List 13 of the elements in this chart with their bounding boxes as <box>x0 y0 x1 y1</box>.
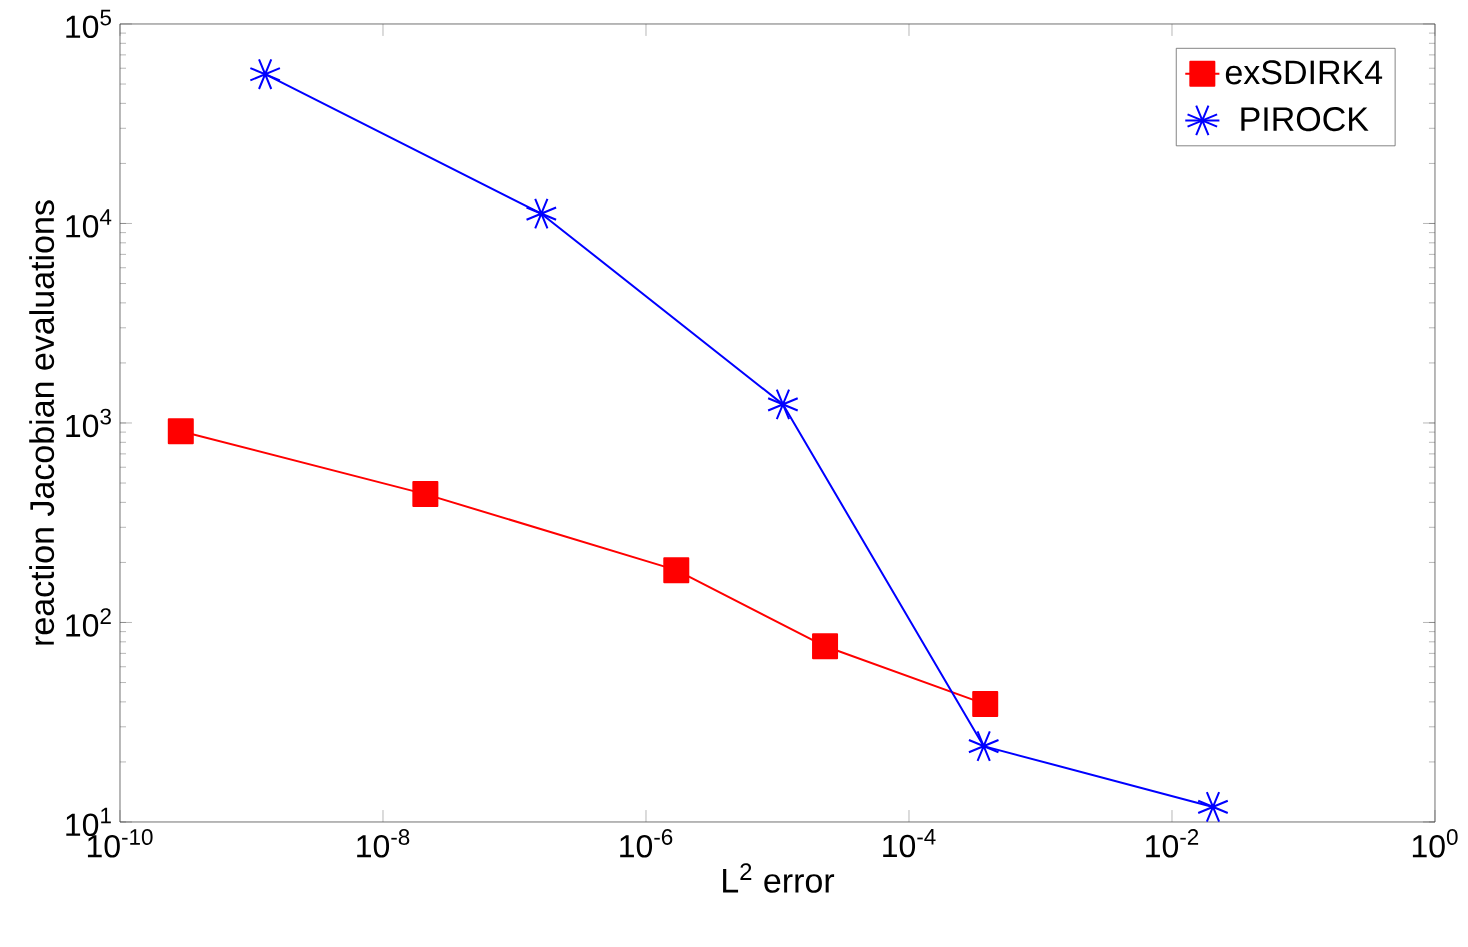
x-tick-label: 10$^{-6}$ <box>620 829 673 858</box>
x-tick-label: 10$^{-2}$ <box>1146 829 1199 858</box>
y-tick-label: 10$^{4}$ <box>66 209 112 238</box>
x-tick-label: 10$^{-8}$ <box>357 829 410 858</box>
x-axis-title: L$^{2}$ error <box>723 863 835 893</box>
y-tick-label: 10$^{2}$ <box>66 608 111 637</box>
x-tick-label: 10$^{0}$ <box>1412 829 1458 858</box>
y-axis-title: reaction Jacobian evaluations <box>29 200 55 645</box>
x-tick-label: 10$^{-4}$ <box>883 829 936 858</box>
y-tick-label: 10$^{3}$ <box>66 408 111 438</box>
y-tick-label: 10$^{5}$ <box>66 9 111 39</box>
legend-label: exSDIRK4 <box>1225 60 1383 85</box>
legend-label: PIROCK <box>1241 107 1369 132</box>
